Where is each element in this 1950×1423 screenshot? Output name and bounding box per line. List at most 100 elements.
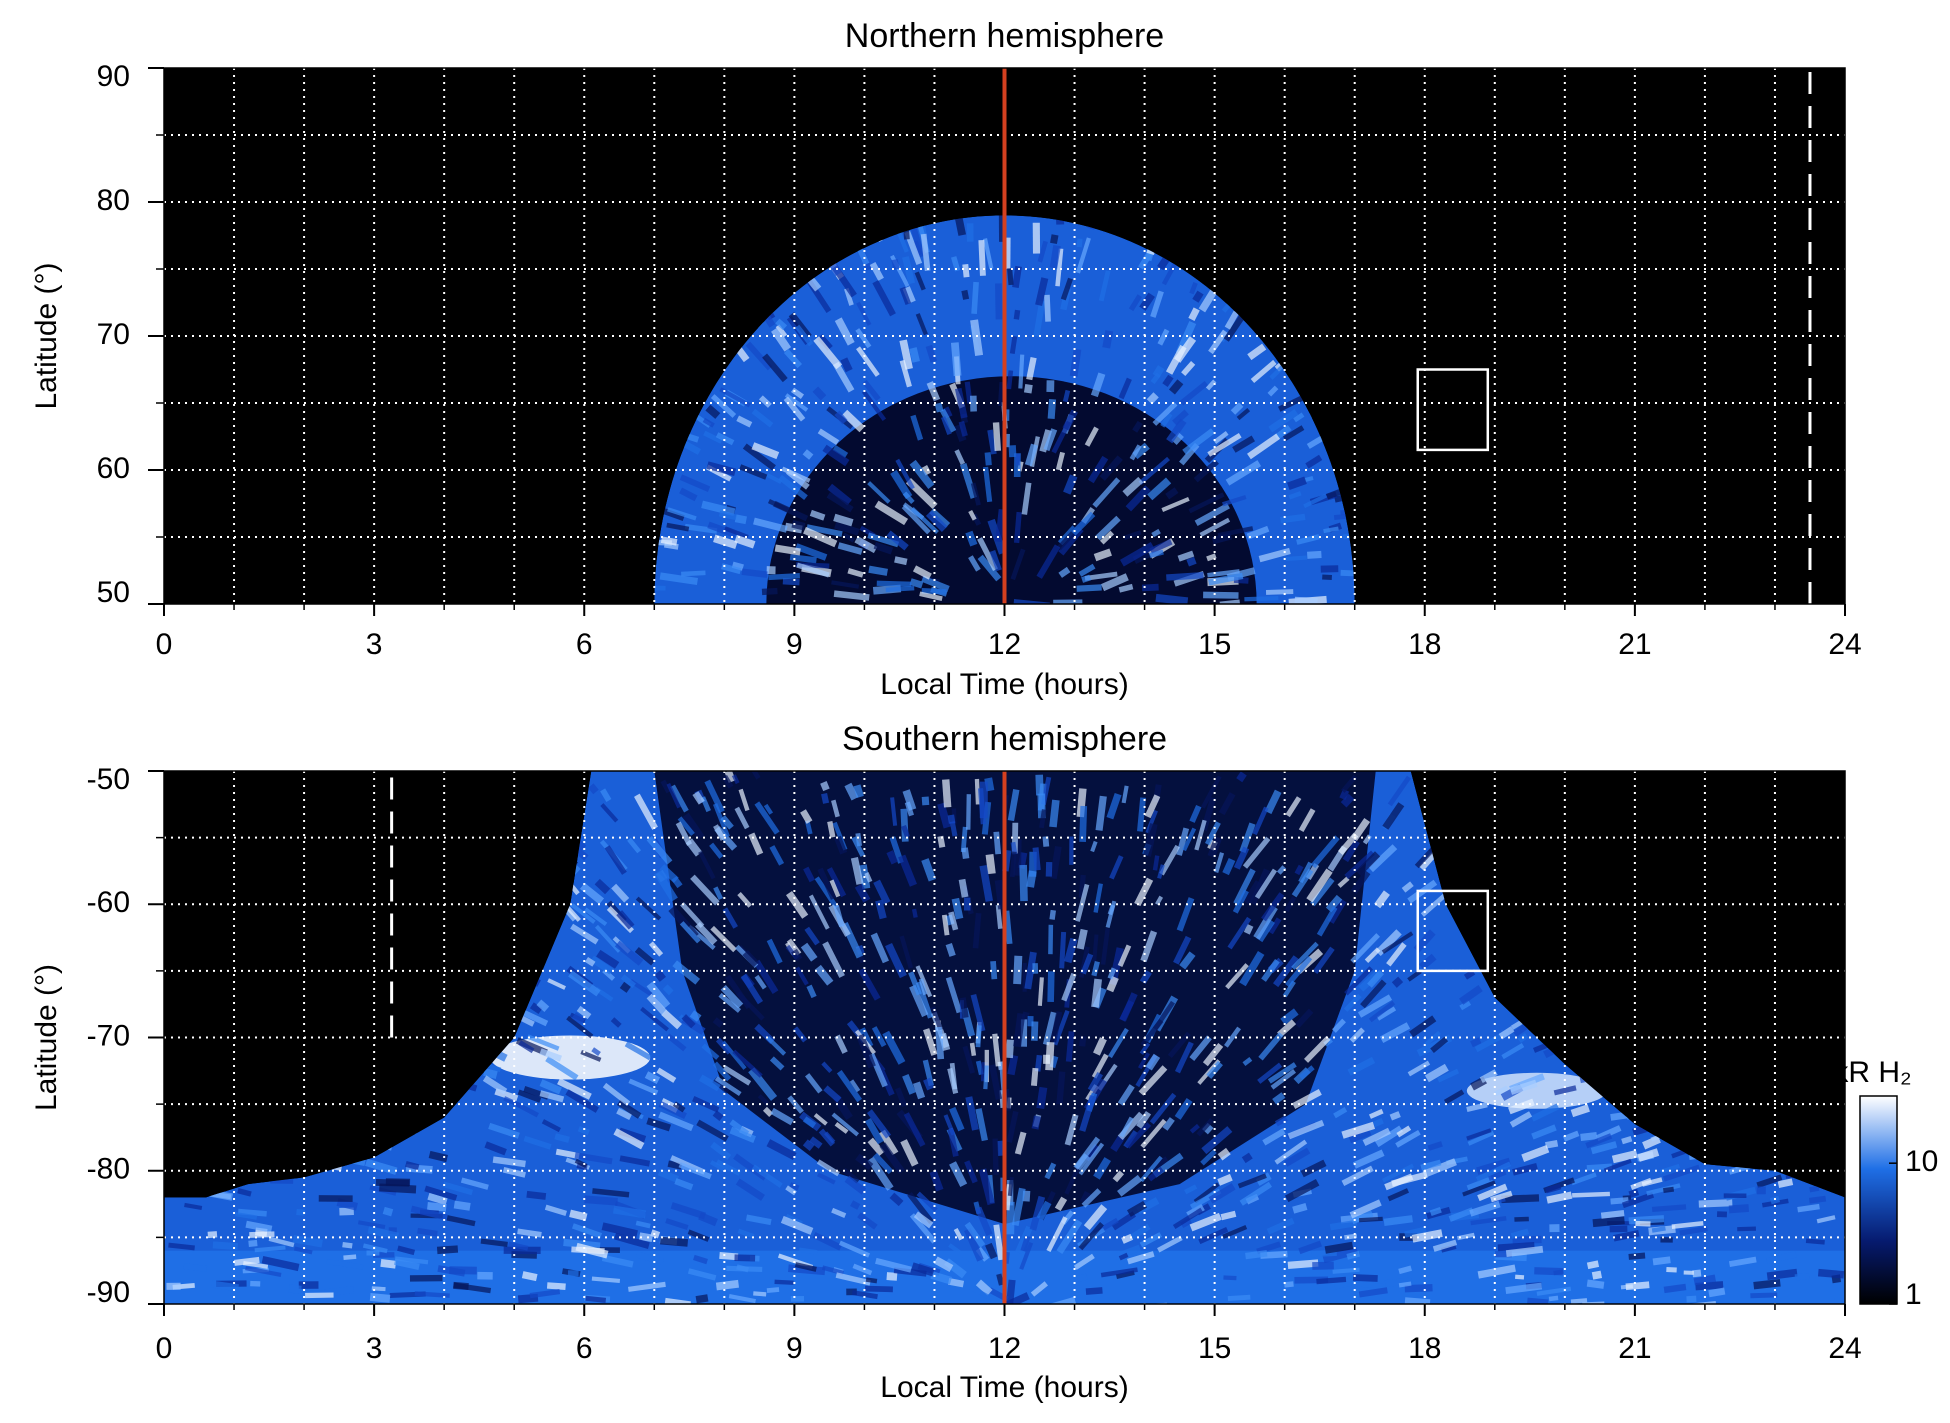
streak: [899, 935, 914, 969]
streak: [1530, 1103, 1560, 1122]
streak: [571, 1012, 586, 1025]
streak: [687, 1229, 710, 1242]
streak: [288, 1284, 302, 1294]
streak: [1207, 569, 1240, 578]
streak: [832, 444, 849, 458]
streak: [969, 1042, 977, 1057]
streak: [1010, 841, 1018, 855]
streak: [844, 782, 859, 801]
streak: [1192, 290, 1204, 303]
streak: [612, 1205, 647, 1219]
streak: [1340, 774, 1358, 793]
streak: [1118, 1252, 1129, 1261]
x-tick-label: 0: [156, 628, 173, 661]
x-tick-label: 6: [576, 628, 593, 661]
streak: [793, 1026, 808, 1043]
streak: [766, 1287, 780, 1293]
streak: [921, 575, 950, 592]
streak: [1355, 851, 1381, 876]
streak: [909, 984, 929, 1018]
streak: [1174, 336, 1197, 363]
streak: [1030, 1067, 1039, 1087]
streak: [850, 856, 864, 885]
streak: [1110, 1134, 1125, 1152]
streak: [417, 1227, 438, 1237]
colorbar-tick-label: 1: [1905, 1278, 1922, 1311]
streak: [1168, 379, 1184, 395]
streak: [1184, 1184, 1198, 1195]
streak: [886, 1272, 898, 1281]
streak: [945, 976, 963, 1014]
streak: [1268, 409, 1299, 433]
streak: [1808, 1195, 1827, 1204]
streak: [766, 1036, 787, 1056]
panel: 0 3 6 9 12 15 18 21 24 50 60 70 80 90 Northern hemisph…: [30, 17, 1862, 701]
streak: [1179, 380, 1209, 406]
streak: [978, 1168, 995, 1206]
streak: [638, 1232, 653, 1243]
streak: [1265, 589, 1294, 595]
streak: [584, 956, 596, 967]
streak: [1349, 1027, 1365, 1043]
streak: [867, 1137, 885, 1157]
streak: [1514, 1216, 1529, 1222]
streak: [1100, 927, 1110, 965]
streak: [1042, 836, 1050, 847]
streak: [1076, 584, 1102, 592]
streak: [780, 1215, 814, 1235]
streak: [926, 381, 941, 402]
streak: [729, 1126, 756, 1143]
streak: [831, 1112, 860, 1137]
streak: [1009, 335, 1018, 354]
streak: [912, 1081, 926, 1100]
streak: [1078, 563, 1096, 577]
streak: [812, 386, 827, 401]
streak: [594, 924, 621, 953]
streak: [1101, 573, 1129, 592]
streak: [821, 1061, 833, 1073]
streak: [245, 1266, 282, 1277]
streak: [851, 836, 865, 857]
streak: [1137, 797, 1146, 832]
streak: [865, 1277, 878, 1284]
streak: [519, 1008, 549, 1027]
streak: [889, 1192, 904, 1207]
streak: [702, 417, 715, 428]
streak: [1079, 1094, 1096, 1132]
streak: [207, 1231, 218, 1239]
streak: [809, 1136, 823, 1149]
streak: [1651, 1226, 1666, 1233]
streak: [1035, 774, 1044, 796]
streak: [1411, 1229, 1443, 1243]
streak: [736, 415, 753, 428]
streak: [1213, 431, 1229, 444]
streak: [1128, 294, 1143, 312]
streak: [834, 410, 848, 425]
streak: [305, 1292, 334, 1299]
streak: [677, 816, 695, 836]
streak: [1498, 1026, 1515, 1040]
streak: [1199, 517, 1231, 537]
streak: [775, 318, 788, 331]
streak: [1030, 1281, 1048, 1297]
streak: [1196, 1118, 1214, 1137]
streak: [796, 562, 830, 578]
streak: [1249, 868, 1271, 905]
streak: [1307, 550, 1322, 559]
streak: [1069, 836, 1074, 865]
streak: [1351, 1210, 1374, 1225]
streak: [882, 1030, 906, 1065]
streak: [659, 864, 679, 883]
streak: [577, 1125, 590, 1136]
streak: [984, 452, 992, 466]
streak: [614, 940, 644, 966]
streak: [1006, 370, 1014, 390]
streak: [1224, 310, 1239, 330]
streak: [886, 530, 909, 551]
streak: [745, 1214, 772, 1226]
streak: [1671, 1220, 1704, 1229]
streak: [958, 878, 969, 898]
streak: [596, 949, 620, 969]
streak: [1083, 1204, 1108, 1231]
streak: [1243, 924, 1254, 935]
